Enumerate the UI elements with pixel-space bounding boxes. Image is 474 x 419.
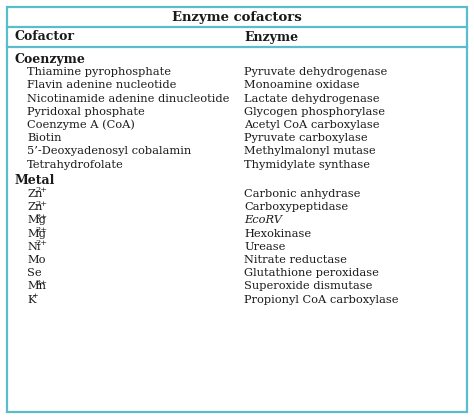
Text: Nicotinamide adenine dinucleotide: Nicotinamide adenine dinucleotide	[27, 93, 229, 103]
Text: Acetyl CoA carboxylase: Acetyl CoA carboxylase	[244, 120, 380, 130]
Text: Metal: Metal	[15, 174, 55, 187]
Text: EcoRV: EcoRV	[244, 215, 282, 225]
Text: Zn: Zn	[27, 189, 42, 199]
Text: Glycogen phosphorylase: Glycogen phosphorylase	[244, 107, 385, 117]
Text: Monoamine oxidase: Monoamine oxidase	[244, 80, 360, 91]
Text: Ni: Ni	[27, 242, 40, 252]
Text: K: K	[27, 295, 36, 305]
Text: Pyruvate carboxylase: Pyruvate carboxylase	[244, 133, 368, 143]
Text: Nitrate reductase: Nitrate reductase	[244, 255, 347, 265]
Text: 2+: 2+	[36, 213, 48, 221]
Text: Mn: Mn	[27, 282, 46, 291]
Text: 2+: 2+	[36, 186, 48, 194]
Text: Mo: Mo	[27, 255, 46, 265]
Text: Tetrahydrofolate: Tetrahydrofolate	[27, 160, 124, 170]
Text: Pyridoxal phosphate: Pyridoxal phosphate	[27, 107, 145, 117]
Text: Thiamine pyrophosphate: Thiamine pyrophosphate	[27, 67, 171, 77]
Text: Coenzyme A (CoA): Coenzyme A (CoA)	[27, 120, 135, 130]
Text: Cofactor: Cofactor	[15, 31, 75, 44]
Text: Thymidylate synthase: Thymidylate synthase	[244, 160, 370, 170]
Text: Flavin adenine nucleotide: Flavin adenine nucleotide	[27, 80, 176, 91]
Text: 2+: 2+	[36, 279, 48, 287]
Text: Enzyme cofactors: Enzyme cofactors	[172, 11, 302, 24]
Text: Methylmalonyl mutase: Methylmalonyl mutase	[244, 146, 376, 156]
Text: Se: Se	[27, 268, 42, 278]
Text: Mg: Mg	[27, 229, 46, 238]
Text: Zn: Zn	[27, 202, 42, 212]
Text: Pyruvate dehydrogenase: Pyruvate dehydrogenase	[244, 67, 387, 77]
Text: Urease: Urease	[244, 242, 285, 252]
Text: Enzyme: Enzyme	[244, 31, 298, 44]
Text: Propionyl CoA carboxylase: Propionyl CoA carboxylase	[244, 295, 399, 305]
Text: +: +	[31, 292, 38, 300]
Text: Coenzyme: Coenzyme	[15, 52, 86, 65]
Text: 2+: 2+	[36, 200, 48, 208]
Text: Carboxypeptidase: Carboxypeptidase	[244, 202, 348, 212]
Text: 5’-Deoxyadenosyl cobalamin: 5’-Deoxyadenosyl cobalamin	[27, 146, 191, 156]
Text: Superoxide dismutase: Superoxide dismutase	[244, 282, 373, 291]
Text: Hexokinase: Hexokinase	[244, 229, 311, 238]
Text: Lactate dehydrogenase: Lactate dehydrogenase	[244, 93, 380, 103]
Text: 2+: 2+	[36, 239, 48, 247]
Text: Glutathione peroxidase: Glutathione peroxidase	[244, 268, 379, 278]
Text: Carbonic anhydrase: Carbonic anhydrase	[244, 189, 361, 199]
Text: Biotin: Biotin	[27, 133, 62, 143]
Text: 2+: 2+	[36, 226, 48, 234]
Text: Mg: Mg	[27, 215, 46, 225]
